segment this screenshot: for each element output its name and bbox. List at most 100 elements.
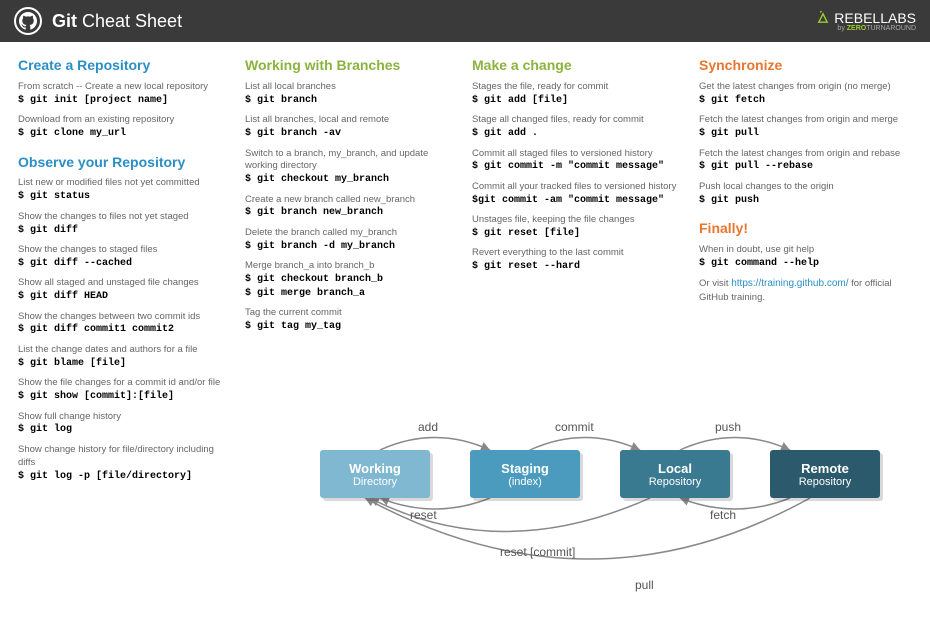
- cheat-item: Get the latest changes from origin (no m…: [699, 81, 912, 107]
- section-heading: Observe your Repository: [18, 153, 231, 172]
- arrow-label: push: [715, 420, 741, 434]
- section: Observe your Repository List new or modif…: [18, 153, 231, 484]
- cheat-item: Create a new branch called new_branch$ g…: [245, 194, 458, 220]
- cheat-item: Show the changes between two commit ids$…: [18, 311, 231, 337]
- item-description: List all branches, local and remote: [245, 114, 458, 127]
- section: Finally! When in doubt, use git help$ git…: [699, 219, 912, 305]
- diagram-box-remote: RemoteRepository: [770, 450, 880, 498]
- item-description: List the change dates and authors for a …: [18, 344, 231, 357]
- item-command: $ git tag my_tag: [245, 320, 458, 334]
- item-description: Show the changes to staged files: [18, 244, 231, 257]
- cheat-item: Show the file changes for a commit id an…: [18, 377, 231, 403]
- item-command: $ git reset --hard: [472, 260, 685, 274]
- item-command: $ git branch -d my_branch: [245, 240, 458, 254]
- arrow-label: commit: [555, 420, 594, 434]
- section-heading: Finally!: [699, 219, 912, 238]
- item-description: Commit all staged files to versioned his…: [472, 148, 685, 161]
- cheat-item: Show the changes to files not yet staged…: [18, 211, 231, 237]
- item-description: Tag the current commit: [245, 307, 458, 320]
- item-description: Revert everything to the last commit: [472, 247, 685, 260]
- item-command: $ git log: [18, 423, 231, 437]
- item-description: Fetch the latest changes from origin and…: [699, 148, 912, 161]
- cheat-item: Commit all staged files to versioned his…: [472, 148, 685, 174]
- page-title: Git Cheat Sheet: [52, 11, 182, 32]
- item-command: $ git add [file]: [472, 94, 685, 108]
- item-command: $ git diff HEAD: [18, 290, 231, 304]
- github-icon: [14, 7, 42, 35]
- item-description: Show the changes to files not yet staged: [18, 211, 231, 224]
- footer-note: Or visit https://training.github.com/ fo…: [699, 277, 912, 305]
- logo-icon: [816, 11, 830, 25]
- cheat-item: From scratch -- Create a new local repos…: [18, 81, 231, 107]
- cheat-item: List the change dates and authors for a …: [18, 344, 231, 370]
- cheat-item: Delete the branch called my_branch$ git …: [245, 227, 458, 253]
- item-command: $ git checkout my_branch: [245, 173, 458, 187]
- item-description: Show the changes between two commit ids: [18, 311, 231, 324]
- cheat-item: Show change history for file/directory i…: [18, 444, 231, 483]
- cheat-item: Show all staged and unstaged file change…: [18, 277, 231, 303]
- section: Create a RepositoryFrom scratch -- Creat…: [18, 56, 231, 141]
- item-command: $ git fetch: [699, 94, 912, 108]
- rebellabs-logo: REBELLABS by ZEROTURNAROUND: [816, 11, 916, 32]
- cheat-item: List all branches, local and remote$ git…: [245, 114, 458, 140]
- header-bar: Git Cheat Sheet REBELLABS by ZEROTURNARO…: [0, 0, 930, 42]
- item-description: Unstages file, keeping the file changes: [472, 214, 685, 227]
- item-description: List new or modified files not yet commi…: [18, 177, 231, 190]
- item-command: $ git status: [18, 190, 231, 204]
- item-command: $ git checkout branch_b $ git merge bran…: [245, 273, 458, 300]
- training-link[interactable]: https://training.github.com/: [731, 278, 848, 289]
- item-command: $ git branch -av: [245, 127, 458, 141]
- item-description: From scratch -- Create a new local repos…: [18, 81, 231, 94]
- cheat-item: Switch to a branch, my_branch, and updat…: [245, 148, 458, 187]
- cheat-item: Tag the current commit$ git tag my_tag: [245, 307, 458, 333]
- item-command: $ git command --help: [699, 257, 912, 271]
- cheat-item: Show the changes to staged files$ git di…: [18, 244, 231, 270]
- item-command: $ git pull: [699, 127, 912, 141]
- cheat-item: Merge branch_a into branch_b$ git checko…: [245, 260, 458, 300]
- item-description: Push local changes to the origin: [699, 181, 912, 194]
- cheat-item: When in doubt, use git help$ git command…: [699, 244, 912, 270]
- cheat-item: Commit all your tracked files to version…: [472, 181, 685, 207]
- item-command: $ git reset [file]: [472, 227, 685, 241]
- item-description: Show change history for file/directory i…: [18, 444, 231, 470]
- cheat-item: List all local branches$ git branch: [245, 81, 458, 107]
- item-description: Get the latest changes from origin (no m…: [699, 81, 912, 94]
- arrow-label: pull: [635, 578, 654, 592]
- item-description: Show all staged and unstaged file change…: [18, 277, 231, 290]
- item-command: $ git blame [file]: [18, 357, 231, 371]
- item-description: When in doubt, use git help: [699, 244, 912, 257]
- item-description: Create a new branch called new_branch: [245, 194, 458, 207]
- item-command: $ git branch: [245, 94, 458, 108]
- cheat-item: Unstages file, keeping the file changes$…: [472, 214, 685, 240]
- column-0: Create a RepositoryFrom scratch -- Creat…: [18, 56, 231, 495]
- item-description: Commit all your tracked files to version…: [472, 181, 685, 194]
- cheat-item: Show full change history$ git log: [18, 411, 231, 437]
- cheat-item: Revert everything to the last commit$ gi…: [472, 247, 685, 273]
- item-description: Fetch the latest changes from origin and…: [699, 114, 912, 127]
- section-heading: Working with Branches: [245, 56, 458, 75]
- arrow-label: reset [commit]: [500, 545, 575, 559]
- diagram-box-staging: Staging(index): [470, 450, 580, 498]
- cheat-item: List new or modified files not yet commi…: [18, 177, 231, 203]
- item-command: $ git clone my_url: [18, 127, 231, 141]
- item-description: Stages the file, ready for commit: [472, 81, 685, 94]
- cheat-item: Push local changes to the origin$ git pu…: [699, 181, 912, 207]
- item-command: $ git diff: [18, 224, 231, 238]
- diagram-box-working: WorkingDirectory: [320, 450, 430, 498]
- item-command: $ git diff commit1 commit2: [18, 323, 231, 337]
- cheat-item: Stages the file, ready for commit$ git a…: [472, 81, 685, 107]
- item-command: $ git show [commit]:[file]: [18, 390, 231, 404]
- arrow-label: add: [418, 420, 438, 434]
- item-description: Download from an existing repository: [18, 114, 231, 127]
- item-description: Merge branch_a into branch_b: [245, 260, 458, 273]
- item-command: $ git pull --rebase: [699, 160, 912, 174]
- item-command: $ git log -p [file/directory]: [18, 470, 231, 484]
- section-heading: Make a change: [472, 56, 685, 75]
- section: Make a change Stages the file, ready for …: [472, 56, 685, 274]
- section: Working with Branches List all local bran…: [245, 56, 458, 333]
- item-description: Stage all changed files, ready for commi…: [472, 114, 685, 127]
- item-command: $ git diff --cached: [18, 257, 231, 271]
- item-description: Delete the branch called my_branch: [245, 227, 458, 240]
- section: SynchronizeGet the latest changes from o…: [699, 56, 912, 207]
- cheat-item: Fetch the latest changes from origin and…: [699, 148, 912, 174]
